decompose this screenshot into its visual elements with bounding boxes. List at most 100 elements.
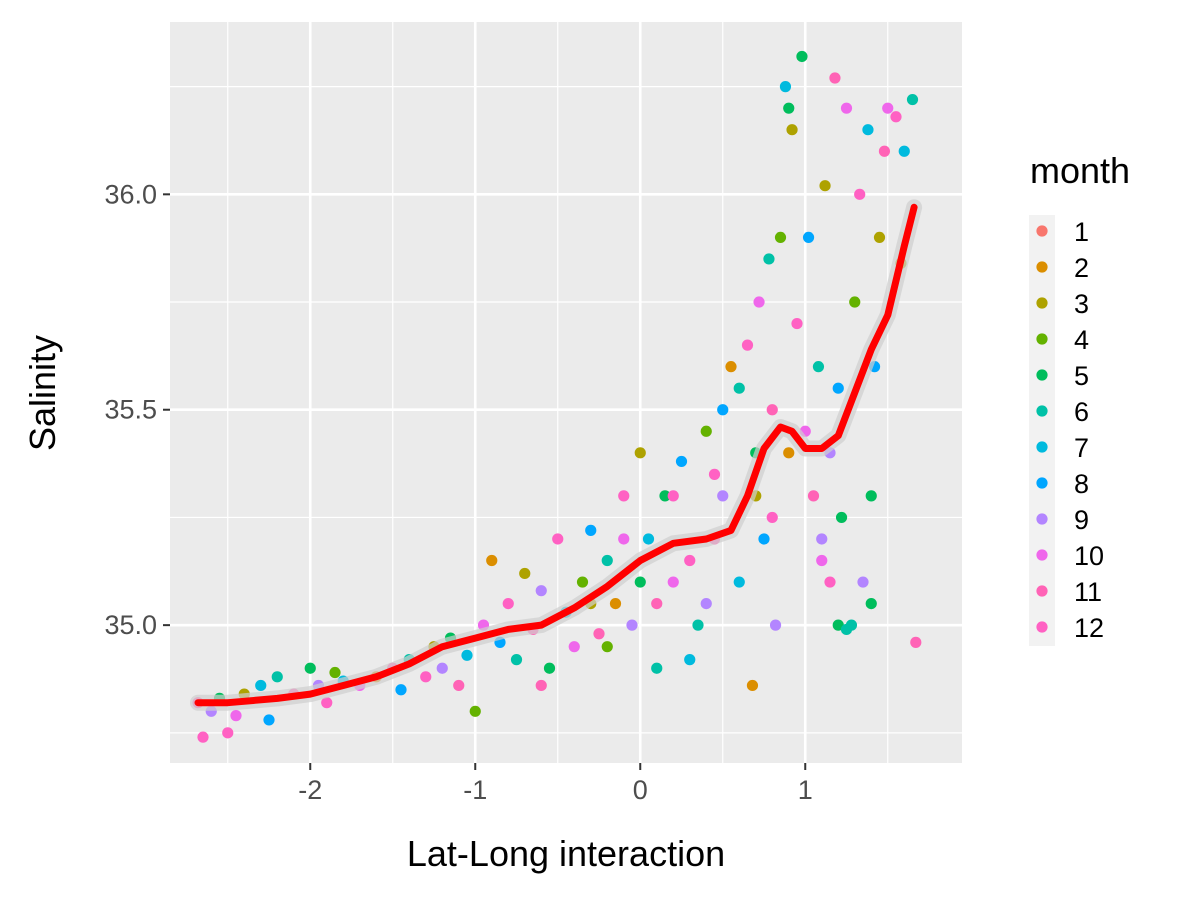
grid-major xyxy=(170,22,962,763)
legend-label: 5 xyxy=(1074,361,1089,391)
data-point xyxy=(873,231,886,244)
data-point xyxy=(651,597,663,610)
data-point xyxy=(395,684,407,696)
legend-label: 6 xyxy=(1074,397,1089,427)
data-point xyxy=(779,81,792,93)
data-point xyxy=(910,636,922,648)
y-axis-ticks: 35.0 35.5 36.0 xyxy=(104,179,170,640)
data-point xyxy=(684,554,696,567)
data-point xyxy=(255,679,267,692)
data-point xyxy=(222,727,234,739)
data-point xyxy=(535,679,547,692)
data-point xyxy=(568,641,580,653)
data-point xyxy=(271,671,283,683)
legend-key xyxy=(1036,369,1048,381)
data-point xyxy=(791,317,803,330)
data-point xyxy=(717,404,729,416)
data-point xyxy=(865,490,877,502)
data-point xyxy=(667,576,679,588)
data-point xyxy=(197,731,209,743)
data-point xyxy=(543,662,556,674)
data-point xyxy=(519,567,531,580)
legend-label: 9 xyxy=(1074,505,1089,535)
data-point xyxy=(510,654,523,666)
legend-label: 3 xyxy=(1074,289,1089,319)
x-tick-label: 1 xyxy=(798,775,813,805)
data-point xyxy=(824,576,836,588)
panel-background xyxy=(170,22,962,763)
data-point xyxy=(659,490,671,502)
legend-key xyxy=(1036,513,1048,525)
data-point xyxy=(783,102,795,114)
data-point xyxy=(906,93,919,106)
x-tick-label: 0 xyxy=(633,775,648,805)
data-point xyxy=(585,524,597,536)
data-point xyxy=(733,382,745,394)
data-point xyxy=(486,554,498,567)
legend-key xyxy=(1036,297,1048,309)
legend-label: 12 xyxy=(1074,613,1104,643)
legend-key xyxy=(1036,405,1048,417)
data-point xyxy=(741,339,754,351)
data-point xyxy=(829,72,841,84)
data-point xyxy=(263,714,275,726)
smooth-line xyxy=(190,199,923,711)
data-point xyxy=(802,231,815,244)
data-point xyxy=(766,511,778,524)
data-point xyxy=(651,662,663,674)
data-point xyxy=(774,231,787,244)
x-tick-label: -1 xyxy=(463,775,487,805)
legend-label: 10 xyxy=(1074,541,1104,571)
data-point xyxy=(725,361,737,373)
legend-key xyxy=(1036,549,1048,561)
data-point xyxy=(609,597,622,610)
data-point xyxy=(819,180,831,192)
data-point xyxy=(890,111,902,123)
data-point xyxy=(329,666,341,679)
data-point xyxy=(898,145,910,157)
data-point xyxy=(733,576,745,588)
data-point xyxy=(667,490,679,502)
data-point xyxy=(552,533,564,545)
data-point xyxy=(675,455,688,468)
legend-key xyxy=(1036,333,1048,345)
x-axis-title: Lat-Long interaction xyxy=(407,833,725,874)
legend-key-background xyxy=(1029,215,1055,646)
data-point xyxy=(783,447,795,459)
data-point xyxy=(807,490,820,502)
data-point xyxy=(746,679,759,692)
legend-key xyxy=(1036,585,1048,597)
data-point xyxy=(854,188,866,200)
data-point xyxy=(840,102,853,114)
data-point xyxy=(766,404,778,416)
data-point xyxy=(684,654,696,666)
data-point xyxy=(753,296,765,308)
y-tick-label: 36.0 xyxy=(104,179,157,209)
legend-label: 4 xyxy=(1074,325,1089,355)
data-point xyxy=(878,145,891,157)
data-point xyxy=(230,710,242,722)
legend-key xyxy=(1036,225,1048,237)
data-point xyxy=(812,361,825,373)
data-point xyxy=(786,124,798,136)
data-point xyxy=(700,597,712,610)
data-point xyxy=(626,619,638,631)
data-point xyxy=(576,576,589,588)
data-point xyxy=(832,382,844,394)
data-point xyxy=(763,253,775,265)
data-point xyxy=(593,628,605,640)
data-point xyxy=(717,490,729,502)
data-point xyxy=(321,697,333,709)
data-point xyxy=(535,585,547,597)
data-point xyxy=(882,102,894,114)
legend-label: 7 xyxy=(1074,433,1089,463)
data-point xyxy=(618,533,630,545)
x-tick-label: -2 xyxy=(298,775,322,805)
data-point xyxy=(642,533,655,545)
data-point xyxy=(453,679,465,692)
x-axis-ticks: -2 -1 0 1 xyxy=(298,763,813,805)
data-point xyxy=(840,623,853,636)
